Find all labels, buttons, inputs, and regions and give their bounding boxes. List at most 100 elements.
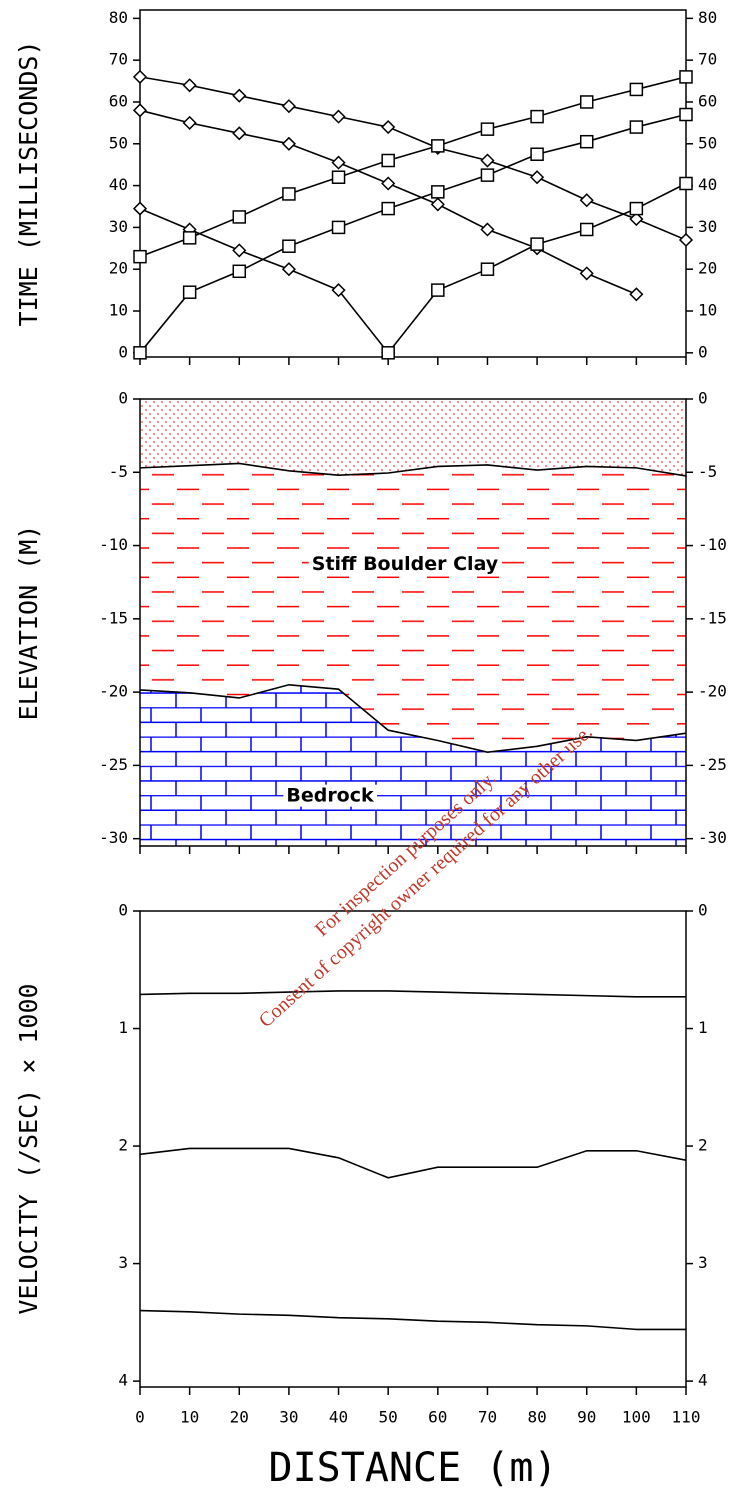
y-tick-label: 30 xyxy=(109,217,128,236)
square-marker xyxy=(381,346,395,360)
square-marker xyxy=(480,122,495,136)
square-marker xyxy=(480,262,495,276)
square-marker xyxy=(579,134,594,149)
diamond-marker xyxy=(381,119,396,135)
series-line xyxy=(139,990,686,998)
series-line xyxy=(139,1147,687,1179)
y-tick-label: 40 xyxy=(698,175,717,194)
y-tick-label: -30 xyxy=(99,828,128,847)
y-tick-label: 70 xyxy=(109,50,128,69)
diamond-marker xyxy=(132,201,148,216)
square-marker xyxy=(530,237,544,251)
diamond-marker xyxy=(480,222,495,237)
square-marker xyxy=(282,187,296,201)
square-marker xyxy=(579,222,594,237)
diamond-marker xyxy=(331,109,346,124)
y-tick-label: 2 xyxy=(698,1136,708,1155)
square-marker xyxy=(381,153,395,168)
y-axis-title: TIME (MILLISECONDS) xyxy=(14,41,43,327)
x-tick-label: 80 xyxy=(527,1408,546,1427)
diamond-marker xyxy=(430,197,445,212)
y-tick-label: 3 xyxy=(698,1253,708,1272)
square-marker xyxy=(679,107,693,122)
x-tick-label: 100 xyxy=(622,1408,651,1427)
y-tick-label: -5 xyxy=(109,462,128,481)
y-tick-label: 70 xyxy=(698,50,717,69)
series-line xyxy=(139,113,687,354)
y-tick-label: -20 xyxy=(99,682,128,701)
y-axis-title: ELEVATION (M) xyxy=(14,525,43,721)
y-tick-label: 3 xyxy=(118,1253,128,1272)
x-tick-label: 20 xyxy=(230,1408,249,1427)
layer-label: Bedrock xyxy=(286,785,374,807)
square-marker xyxy=(232,264,247,279)
y-tick-label: 80 xyxy=(698,8,717,27)
diamond-marker xyxy=(579,193,594,208)
square-marker xyxy=(182,285,197,299)
y-tick-label: 60 xyxy=(698,91,717,110)
square-marker xyxy=(133,249,147,264)
y-tick-label: 0 xyxy=(118,342,128,361)
x-tick-label: 60 xyxy=(428,1408,447,1427)
square-marker xyxy=(431,283,445,297)
square-marker xyxy=(679,70,693,84)
y-tick-label: 50 xyxy=(698,133,717,152)
y-tick-label: -15 xyxy=(99,608,128,627)
plot-frame xyxy=(139,9,687,358)
diamond-marker xyxy=(232,88,247,103)
y-tick-label: 0 xyxy=(118,389,128,408)
square-marker xyxy=(133,346,147,360)
square-marker xyxy=(232,210,247,224)
y-tick-label: -30 xyxy=(698,828,727,847)
layer-fill-dashes xyxy=(140,463,686,753)
diamond-marker xyxy=(381,176,396,191)
y-tick-label: 10 xyxy=(698,301,717,320)
diamond-marker xyxy=(182,115,197,130)
x-tick-label: 110 xyxy=(672,1408,701,1427)
y-axis-title: VELOCITY (/SEC) × 1000 xyxy=(14,983,43,1314)
y-tick-label: 10 xyxy=(109,301,128,320)
label-background xyxy=(308,553,502,576)
layer-fill-bricks xyxy=(140,684,686,846)
square-marker xyxy=(480,168,495,182)
x-tick-label: 30 xyxy=(279,1408,298,1427)
square-marker xyxy=(679,176,693,191)
layer-boundary xyxy=(139,683,687,754)
layer-boundary xyxy=(139,462,687,477)
diamond-marker xyxy=(331,283,346,298)
square-marker xyxy=(530,147,544,161)
series-line xyxy=(139,207,389,354)
diamond-marker xyxy=(629,287,644,302)
square-marker xyxy=(579,95,594,109)
series-line xyxy=(139,76,687,241)
square-marker xyxy=(431,185,445,199)
y-tick-label: 80 xyxy=(109,8,128,27)
y-tick-label: 60 xyxy=(109,91,128,110)
diamond-marker xyxy=(232,126,247,141)
square-marker xyxy=(331,220,346,235)
y-tick-label: 20 xyxy=(698,259,717,278)
y-tick-label: 1 xyxy=(698,1018,708,1037)
y-tick-label: -15 xyxy=(698,608,727,627)
y-tick-label: 20 xyxy=(109,259,128,278)
layer-fill-dots xyxy=(140,399,686,476)
label-background xyxy=(283,784,378,807)
diamond-marker xyxy=(480,153,495,168)
y-tick-label: 4 xyxy=(118,1371,128,1390)
square-marker xyxy=(431,139,445,153)
square-marker xyxy=(331,170,346,184)
y-tick-label: 30 xyxy=(698,217,717,236)
diamond-marker xyxy=(182,78,197,93)
y-tick-label: 0 xyxy=(698,342,708,361)
square-marker xyxy=(629,82,644,97)
y-tick-label: 40 xyxy=(109,175,128,194)
layer-label: Stiff Boulder Clay xyxy=(312,553,499,575)
x-tick-label: 0 xyxy=(135,1408,145,1427)
plot-frame xyxy=(139,910,687,1388)
diamond-marker xyxy=(132,69,148,84)
square-marker xyxy=(629,201,644,216)
y-tick-label: 1 xyxy=(118,1018,128,1037)
diamond-marker xyxy=(281,262,296,277)
diamond-marker xyxy=(629,211,644,227)
